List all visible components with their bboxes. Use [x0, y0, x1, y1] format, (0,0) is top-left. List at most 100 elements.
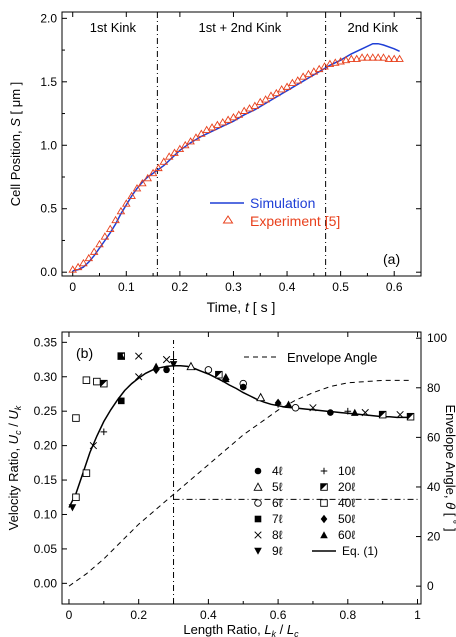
data-point-circle-filled: [327, 409, 334, 416]
legend-label: 6ℓ: [272, 496, 283, 510]
experiment-point: [272, 88, 281, 97]
experiment-point: [159, 157, 169, 165]
x-tick-label-a: 0.3: [225, 280, 242, 294]
experiment-point: [197, 129, 206, 137]
experiment-point: [105, 224, 115, 232]
x-axis-title-b: Length Ratio, Lk / Lc: [183, 622, 299, 637]
data-point-cross: [361, 408, 369, 417]
experiment-point: [191, 133, 201, 141]
legend-marker-square-half: [320, 483, 328, 491]
envelope-angle-curve: [68, 379, 411, 587]
experiment-point: [379, 53, 388, 61]
data-point-triangle-filled: [222, 372, 230, 381]
legend-label: 10ℓ: [338, 464, 355, 478]
data-point-square-open: [72, 493, 80, 502]
experiment-point: [282, 82, 292, 90]
data-point-plus: [100, 428, 108, 436]
data-point-plus: [344, 407, 352, 415]
experiment-point: [341, 55, 351, 64]
y-tick-label-a: 0.0: [40, 265, 57, 279]
legend-label: 40ℓ: [338, 496, 355, 510]
y-tick-label-b: 0.15: [34, 473, 58, 487]
legend-experiment-marker: [222, 215, 234, 224]
y-tick-label-b: 0.30: [34, 370, 58, 384]
envelope-legend-label: Envelope Angle: [287, 350, 377, 365]
data-point-square-open: [72, 414, 80, 422]
experiment-point: [261, 95, 270, 103]
data-point-cross: [309, 404, 317, 412]
legend-label: 9ℓ: [272, 544, 283, 558]
data-point-circle-filled: [239, 383, 247, 391]
x-tick-label-a: 0: [69, 280, 76, 294]
x-tick-label-a: 0.6: [386, 280, 403, 294]
experiment-point: [127, 191, 136, 199]
y-axis-title-a: Cell Position, S [ μm ]: [8, 82, 23, 207]
data-point-square-filled: [117, 397, 125, 405]
experiment-point: [363, 53, 372, 61]
data-point-triangle-filled: [350, 408, 359, 416]
legend-marker-square-filled: [254, 515, 262, 523]
y-axis-title-b-right: Envelope Angle, θ [ ˚ ]: [443, 404, 456, 531]
experiment-point: [143, 173, 153, 182]
x-axis-title-a: Time, t [ s ]: [207, 299, 276, 315]
experiment-point: [73, 262, 83, 271]
experiment-point: [384, 54, 394, 62]
data-point-cross: [162, 355, 171, 364]
experiment-point: [170, 148, 179, 156]
x-tick-label-b: 0.4: [200, 608, 217, 622]
data-point-square-half: [406, 412, 415, 421]
x-tick-label-a: 0.4: [279, 280, 296, 294]
data-point-triangle-open: [186, 361, 196, 371]
y-axis-title-b-left: Velocity Ratio, Uc / Uk: [6, 405, 23, 530]
data-point-diamond-filled: [152, 365, 160, 375]
x-tick-label-b: 0.8: [339, 608, 356, 622]
experiment-point: [100, 232, 110, 240]
data-point-plus: [170, 356, 177, 363]
legend-simulation-label: Simulation: [250, 195, 315, 211]
data-point-square-half: [215, 370, 223, 379]
experiment-point: [79, 258, 88, 267]
legend-marker-plus: [320, 467, 328, 475]
experiment-point: [154, 163, 163, 172]
experiment-point: [293, 76, 303, 84]
legend-marker-triangle-down-filled: [254, 547, 262, 555]
data-point-cross: [135, 352, 143, 360]
y-tick-label-a: 1.5: [40, 75, 57, 89]
experiment-point: [132, 184, 142, 192]
x-tick-label-b: 0.2: [130, 608, 147, 622]
legend-marker-square-open: [320, 499, 328, 507]
experiment-point: [138, 178, 147, 187]
y-tick-label-b: 0.35: [34, 335, 58, 349]
plot-frame-a: [61, 11, 422, 277]
series-simulation-line: [72, 42, 400, 272]
y2-tick-label-b: 40: [427, 480, 441, 494]
data-point-triangle-down-filled: [68, 504, 77, 512]
experiment-point: [250, 101, 260, 109]
data-point-triangle-down-filled: [169, 361, 178, 369]
y-tick-label-b: 0.25: [34, 404, 58, 418]
experiment-point: [368, 53, 378, 61]
data-point-square-open: [82, 469, 91, 477]
experiment-point: [357, 53, 367, 61]
experiment-point: [373, 53, 383, 61]
y-tick-label-a: 1.0: [40, 138, 57, 152]
experiment-point: [234, 110, 244, 118]
region-label-2: 1st + 2nd Kink: [199, 20, 282, 35]
data-point-square-half: [378, 410, 387, 419]
y2-tick-label-b: 80: [427, 381, 441, 395]
x-tick-label-a: 0.2: [172, 280, 189, 294]
experiment-point: [347, 54, 356, 62]
legend-marker-square-half-fill: [320, 483, 328, 491]
panel-label-a: (a): [383, 251, 400, 267]
experiment-point: [84, 253, 94, 262]
y2-tick-label-b: 60: [427, 430, 441, 444]
experiment-point: [175, 144, 185, 153]
data-point-square-open: [82, 376, 91, 384]
legend-marker-triangle-open: [253, 482, 263, 491]
experiment-point: [180, 140, 190, 149]
marker-legend: 4ℓ 10ℓ 5ℓ 20ℓ 6ℓ 40ℓ 7ℓ 50ℓ 8ℓ 60ℓ 9ℓ Eq. (1): [253, 464, 378, 558]
region-label-3: 2nd Kink: [347, 20, 398, 35]
y-tick-label-b: 0.20: [34, 439, 58, 453]
legend-marker-triangle-filled: [320, 531, 328, 539]
